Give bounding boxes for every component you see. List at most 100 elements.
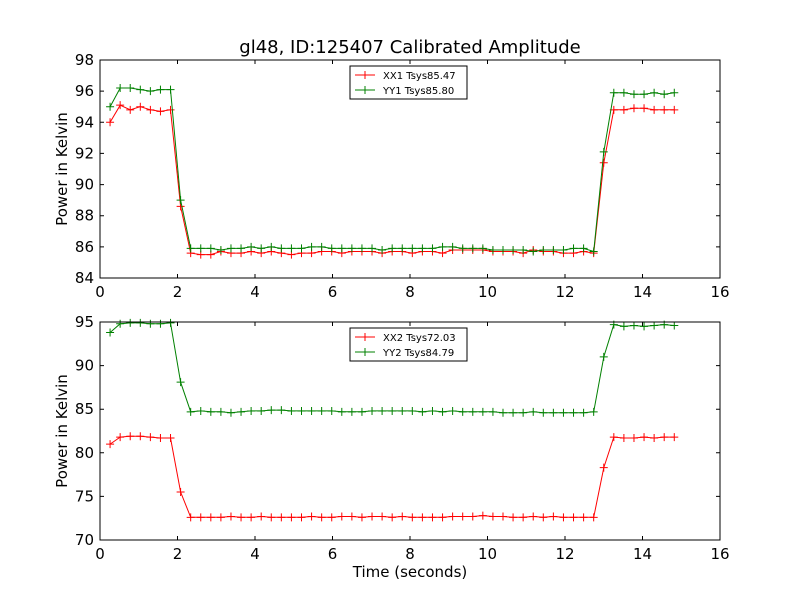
data-point: [559, 245, 568, 254]
data-point: [378, 245, 387, 254]
legend-label: YY1 Tsys85.80: [382, 86, 454, 97]
data-point: [398, 406, 407, 415]
data-point: [307, 512, 316, 521]
data-point: [277, 513, 286, 522]
series-3: [106, 432, 679, 522]
data-point: [106, 118, 115, 127]
data-point: [186, 244, 195, 253]
data-point: [670, 433, 679, 442]
data-point: [629, 104, 638, 113]
data-point: [267, 406, 276, 415]
data-point: [549, 512, 558, 521]
data-point: [609, 433, 618, 442]
data-point: [418, 407, 427, 416]
data-point: [206, 513, 215, 522]
data-point: [488, 245, 497, 254]
data-point: [599, 158, 608, 167]
data-point: [660, 433, 669, 442]
data-point: [196, 513, 205, 522]
data-point: [267, 513, 276, 522]
data-point: [247, 406, 256, 415]
data-point: [337, 407, 346, 416]
data-point: [186, 407, 195, 416]
data-point: [499, 512, 507, 521]
data-point: [519, 245, 528, 254]
data-point: [629, 321, 638, 330]
data-point: [448, 242, 457, 251]
data-point: [206, 407, 215, 416]
data-point: [408, 406, 417, 415]
data-point: [418, 244, 427, 253]
legend: XX2 Tsys72.03 YY2 Tsys84.79: [349, 327, 468, 362]
legend: XX1 Tsys85.47 YY1 Tsys85.80: [349, 65, 468, 100]
data-point: [126, 105, 135, 114]
data-point: [529, 512, 538, 521]
x-tick-label: 4: [250, 545, 260, 563]
x-tick-label: 8: [405, 283, 415, 301]
data-point: [579, 244, 588, 253]
x-tick-label: 0: [95, 545, 105, 563]
data-point: [599, 147, 608, 156]
data-point: [237, 513, 246, 522]
data-point: [468, 244, 477, 253]
data-point: [368, 406, 377, 415]
data-point: [529, 247, 538, 256]
data-point: [116, 433, 125, 442]
data-point: [106, 328, 115, 337]
data-point: [529, 407, 538, 416]
series-4: [106, 318, 679, 417]
data-point: [629, 90, 638, 99]
data-point: [418, 513, 427, 522]
data-point: [216, 513, 225, 522]
data-point: [438, 242, 447, 251]
data-point: [368, 244, 377, 253]
y-tick-label: 88: [75, 207, 94, 225]
data-point: [478, 244, 487, 253]
data-point: [307, 242, 316, 251]
data-point: [549, 245, 558, 254]
data-point: [136, 318, 145, 327]
data-point: [589, 407, 598, 416]
y-tick-label: 75: [75, 487, 94, 505]
y-tick-label: 95: [75, 313, 94, 331]
data-point: [347, 244, 356, 253]
data-point: [539, 513, 548, 522]
data-point: [378, 406, 387, 415]
data-point: [116, 101, 125, 110]
data-point: [589, 247, 598, 256]
data-point: [216, 407, 225, 416]
data-point: [277, 244, 286, 253]
x-axis-label: Time (seconds): [352, 563, 468, 581]
data-point: [398, 244, 407, 253]
data-point: [146, 319, 155, 328]
data-point: [216, 245, 225, 254]
data-point: [307, 406, 316, 415]
data-point: [569, 408, 578, 417]
data-point: [650, 321, 659, 330]
data-point: [629, 433, 638, 442]
data-point: [509, 408, 518, 417]
data-point: [458, 407, 467, 416]
data-point: [226, 512, 235, 521]
data-point: [156, 319, 165, 328]
data-point: [579, 408, 588, 417]
legend-label: YY2 Tsys84.79: [382, 348, 454, 359]
data-point: [237, 244, 246, 253]
data-point: [156, 433, 165, 442]
data-point: [519, 408, 528, 417]
data-point: [126, 432, 135, 441]
figure-title: gl48, ID:125407 Calibrated Amplitude: [239, 37, 580, 58]
data-point: [357, 407, 366, 416]
data-point: [448, 406, 457, 415]
data-point: [569, 244, 578, 253]
x-tick-label: 16: [710, 545, 729, 563]
data-point: [196, 406, 205, 415]
x-tick-label: 10: [478, 545, 497, 563]
data-point: [297, 406, 306, 415]
y-tick-label: 98: [75, 51, 94, 69]
data-point: [317, 242, 326, 251]
legend-box: [349, 65, 468, 100]
data-point: [539, 245, 548, 254]
